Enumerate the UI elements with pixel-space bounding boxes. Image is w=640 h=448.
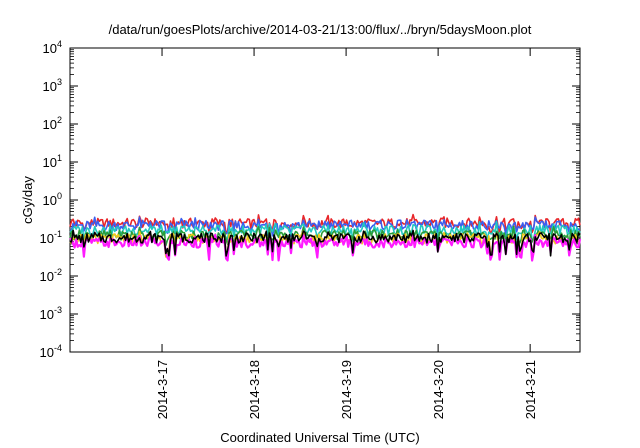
series-line [69, 233, 582, 262]
x-tick-label: 2014-3-19 [339, 360, 354, 419]
series-line [69, 220, 581, 242]
y-tick-label: 10-4 [40, 343, 62, 360]
y-tick-label: 104 [43, 39, 62, 56]
x-tick-label: 2014-3-20 [431, 360, 446, 419]
x-tick-label: 2014-3-21 [523, 360, 538, 419]
y-axis-label: cGy/day [20, 176, 35, 224]
x-tick-label: 2014-3-18 [247, 360, 262, 419]
y-tick-label: 100 [43, 191, 62, 208]
y-tick-label: 102 [43, 115, 62, 132]
series-line [69, 229, 581, 257]
x-tick-label: 2014-3-17 [155, 360, 170, 419]
y-tick-label: 10-3 [40, 305, 62, 322]
y-tick-label: 101 [43, 153, 62, 170]
series-line [69, 216, 581, 237]
y-tick-label: 103 [43, 77, 62, 94]
x-axis-label: Coordinated Universal Time (UTC) [220, 430, 420, 445]
y-tick-label: 10-2 [40, 267, 62, 284]
plot-frame [69, 47, 581, 353]
y-tick-label: 10-1 [40, 229, 62, 246]
chart-title: /data/run/goesPlots/archive/2014-03-21/1… [108, 22, 532, 37]
